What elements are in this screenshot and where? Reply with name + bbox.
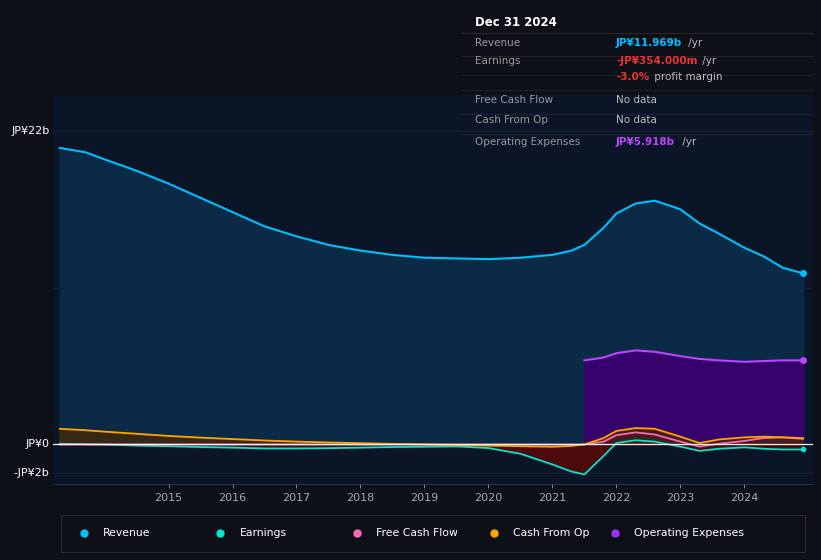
Text: -3.0%: -3.0% (616, 72, 649, 82)
Text: Earnings: Earnings (240, 529, 287, 538)
Text: Cash From Op: Cash From Op (475, 115, 548, 125)
Text: Dec 31 2024: Dec 31 2024 (475, 16, 557, 29)
Text: JP¥5.918b: JP¥5.918b (616, 137, 675, 147)
Text: JP¥11.969b: JP¥11.969b (616, 38, 682, 48)
Text: Revenue: Revenue (475, 38, 521, 48)
Text: Revenue: Revenue (103, 529, 150, 538)
Text: Earnings: Earnings (475, 56, 521, 66)
Text: Free Cash Flow: Free Cash Flow (376, 529, 458, 538)
Text: /yr: /yr (699, 56, 717, 66)
Text: Cash From Op: Cash From Op (513, 529, 589, 538)
Text: /yr: /yr (686, 38, 703, 48)
Text: Free Cash Flow: Free Cash Flow (475, 95, 553, 105)
Text: /yr: /yr (678, 137, 695, 147)
Text: Operating Expenses: Operating Expenses (475, 137, 580, 147)
Text: -JP¥354.000m: -JP¥354.000m (616, 56, 698, 66)
Text: profit margin: profit margin (651, 72, 722, 82)
Text: JP¥22b: JP¥22b (11, 126, 49, 136)
Text: -JP¥2b: -JP¥2b (14, 468, 49, 478)
Text: JP¥0: JP¥0 (25, 440, 49, 450)
Text: No data: No data (616, 115, 657, 125)
Text: Operating Expenses: Operating Expenses (635, 529, 745, 538)
Text: No data: No data (616, 95, 657, 105)
